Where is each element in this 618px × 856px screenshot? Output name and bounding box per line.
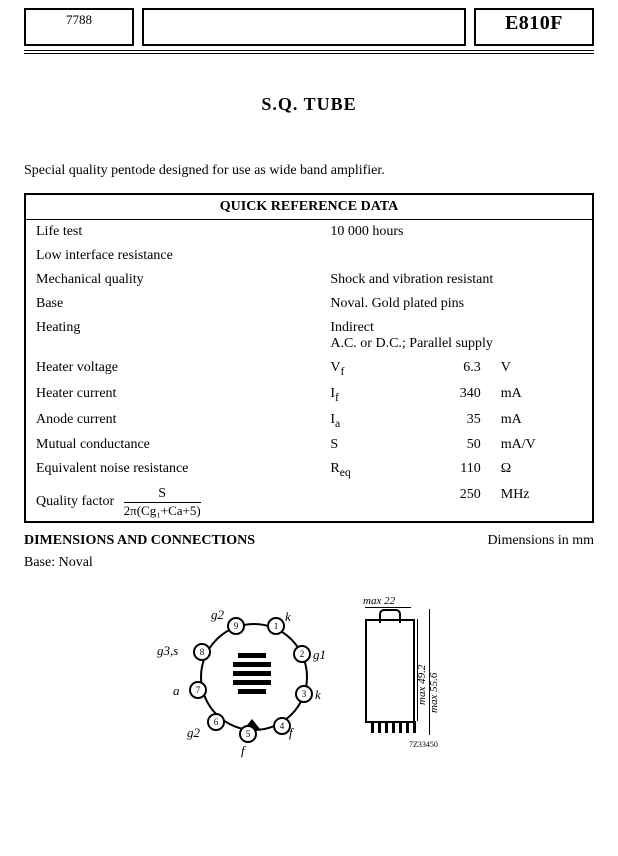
table-row: BaseNoval. Gold plated pins (25, 292, 593, 316)
dimensions-heading: DIMENSIONS AND CONNECTIONS (24, 533, 255, 549)
table-row: Mechanical qualityShock and vibration re… (25, 268, 593, 292)
header-box-mid (142, 8, 466, 46)
quick-reference-table: QUICK REFERENCE DATA Life test10 000 hou… (24, 193, 594, 523)
qref-heading: QUICK REFERENCE DATA (25, 194, 593, 220)
pinout-diagram: 1 2 3 4 5 6 7 8 9 k g1 k f f g2 a g3,s g… (177, 605, 327, 755)
table-row: HeatingIndirect A.C. or D.C.; Parallel s… (25, 316, 593, 356)
table-row: Heater current If 340 mA (25, 382, 593, 408)
page-title: S.Q. TUBE (24, 94, 594, 115)
base-line: Base: Noval (24, 555, 594, 571)
header-code-left: 7788 (24, 8, 134, 46)
table-row: Quality factor S 2π(Cg₁+Ca+5) 250 MHz (25, 483, 593, 522)
tube-outline-diagram: max 22 max 49.2 max 55.6 7Z33450 (361, 595, 441, 755)
diagrams: 1 2 3 4 5 6 7 8 9 k g1 k f f g2 a g3,s g… (24, 595, 594, 755)
table-row: Life test10 000 hours (25, 220, 593, 245)
table-row: Heater voltage Vf 6.3 V (25, 356, 593, 382)
header-boxes: 7788 E810F (24, 8, 594, 46)
table-row: Mutual conductance S 50 mA/V (25, 433, 593, 457)
table-row: Low interface resistance (25, 244, 593, 268)
intro-text: Special quality pentode designed for use… (24, 163, 594, 179)
header-code-right: E810F (474, 8, 594, 46)
dimensions-units: Dimensions in mm (487, 533, 594, 549)
header-rule (24, 50, 594, 54)
table-row: Anode current Ia 35 mA (25, 408, 593, 434)
table-row: Equivalent noise resistance Req 110 Ω (25, 457, 593, 483)
dimensions-header: DIMENSIONS AND CONNECTIONS Dimensions in… (24, 533, 594, 549)
